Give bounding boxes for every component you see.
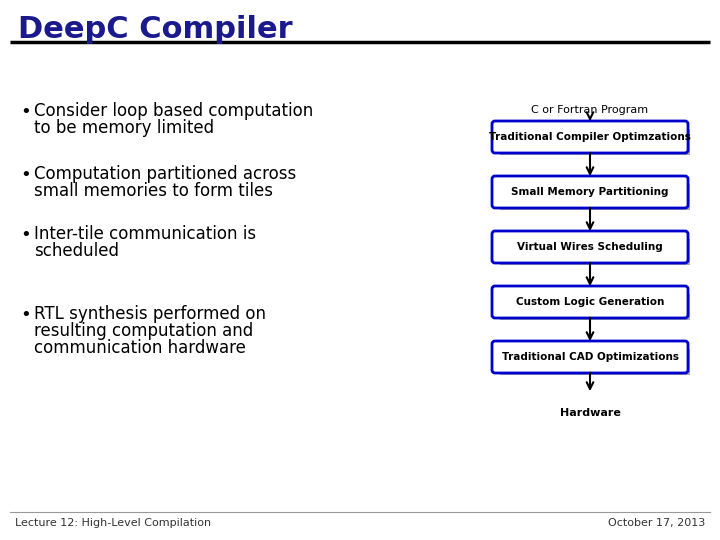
Text: October 17, 2013: October 17, 2013 [608, 518, 705, 528]
Bar [500, 349, 690, 375]
Text: resulting computation and: resulting computation and [34, 322, 253, 340]
Text: Hardware: Hardware [559, 408, 621, 418]
Text: Virtual Wires Scheduling: Virtual Wires Scheduling [517, 242, 663, 252]
FancyBboxPatch shape [492, 121, 688, 153]
Text: communication hardware: communication hardware [34, 339, 246, 357]
FancyBboxPatch shape [492, 176, 688, 208]
Text: Inter-tile communication is: Inter-tile communication is [34, 225, 256, 243]
Text: Consider loop based computation: Consider loop based computation [34, 102, 313, 120]
FancyBboxPatch shape [492, 286, 688, 318]
Text: to be memory limited: to be memory limited [34, 119, 214, 137]
Text: Computation partitioned across: Computation partitioned across [34, 165, 296, 183]
Bar [500, 239, 690, 265]
Text: •: • [20, 166, 31, 184]
Bar [500, 294, 690, 320]
Bar [500, 129, 690, 155]
Bar [500, 184, 690, 210]
Text: Traditional CAD Optimizations: Traditional CAD Optimizations [502, 352, 678, 362]
Text: •: • [20, 103, 31, 121]
Text: scheduled: scheduled [34, 242, 119, 260]
Text: small memories to form tiles: small memories to form tiles [34, 182, 273, 200]
Text: RTL synthesis performed on: RTL synthesis performed on [34, 305, 266, 323]
Text: Custom Logic Generation: Custom Logic Generation [516, 297, 664, 307]
Text: •: • [20, 306, 31, 324]
Text: C or Fortran Program: C or Fortran Program [531, 105, 649, 115]
Text: DeepC Compiler: DeepC Compiler [18, 15, 292, 44]
Text: •: • [20, 226, 31, 244]
FancyBboxPatch shape [492, 231, 688, 263]
Text: Traditional Compiler Optimzations: Traditional Compiler Optimzations [489, 132, 691, 142]
FancyBboxPatch shape [492, 341, 688, 373]
Text: Lecture 12: High-Level Compilation: Lecture 12: High-Level Compilation [15, 518, 211, 528]
Text: Small Memory Partitioning: Small Memory Partitioning [511, 187, 669, 197]
